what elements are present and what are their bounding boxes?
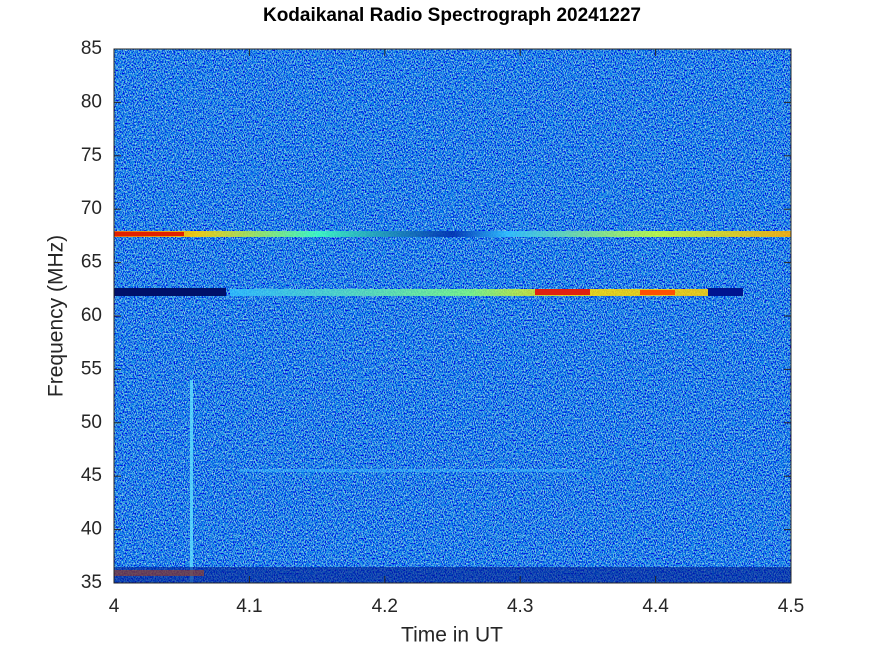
y-axis-label: Frequency (MHz) (45, 235, 68, 397)
y-tick-label: 45 (81, 465, 102, 486)
y-tick-label: 65 (81, 252, 102, 273)
x-tick-label: 4.4 (642, 596, 669, 617)
y-tick-label: 85 (81, 38, 102, 59)
spectrogram (114, 49, 791, 583)
low-band (114, 570, 204, 576)
absorption-band (114, 288, 226, 296)
emission-band (114, 232, 184, 236)
y-tick-label: 40 (81, 519, 102, 540)
x-tick-label: 4.3 (507, 596, 533, 617)
y-tick-label: 60 (81, 305, 102, 326)
emission-band (640, 290, 675, 295)
x-tick-label: 4 (109, 596, 120, 617)
x-tick-label: 4.5 (778, 596, 804, 617)
low-band (114, 567, 791, 583)
x-tick-label: 4.2 (372, 596, 398, 617)
y-tick-label: 50 (81, 412, 102, 433)
x-axis-label: Time in UT (401, 624, 503, 647)
y-tick-label: 55 (81, 358, 102, 379)
faint-band (240, 469, 580, 472)
burst-line (190, 380, 193, 583)
y-tick-label: 35 (81, 572, 102, 593)
spectrogram-noise (114, 49, 791, 583)
emission-band (114, 231, 791, 237)
absorption-band (708, 288, 743, 296)
y-tick-label: 80 (81, 91, 102, 112)
emission-band (230, 289, 708, 296)
y-tick-label: 70 (81, 198, 102, 219)
x-tick-label: 4.1 (236, 596, 262, 617)
emission-band (535, 289, 590, 295)
chart-title: Kodaikanal Radio Spectrograph 20241227 (263, 5, 641, 26)
y-tick-label: 75 (81, 145, 102, 166)
